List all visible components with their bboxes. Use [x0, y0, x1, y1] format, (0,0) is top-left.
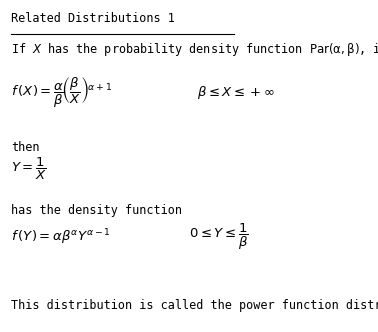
Text: $Y=\dfrac{1}{X}$: $Y=\dfrac{1}{X}$ — [11, 156, 47, 182]
Text: Related Distributions 1: Related Distributions 1 — [11, 12, 175, 25]
Text: $f\,(Y)=\alpha\beta^{\alpha}Y^{\alpha-1}$: $f\,(Y)=\alpha\beta^{\alpha}Y^{\alpha-1}… — [11, 227, 111, 247]
Text: then: then — [11, 141, 40, 154]
Text: If $X$ has the probability density function $\rm Par(\alpha,\beta)$, i.e.: If $X$ has the probability density funct… — [11, 42, 378, 58]
Text: $\beta \leq X \leq +\infty$: $\beta \leq X \leq +\infty$ — [197, 84, 274, 102]
Text: This distribution is called the power function distribution.: This distribution is called the power fu… — [11, 299, 378, 312]
Text: $f\,(X)=\dfrac{\alpha}{\beta}\!\left(\dfrac{\beta}{X}\right)^{\!\alpha+1}$: $f\,(X)=\dfrac{\alpha}{\beta}\!\left(\df… — [11, 76, 112, 110]
Text: has the density function: has the density function — [11, 204, 182, 217]
Text: $0 \leq Y \leq \dfrac{1}{\beta}$: $0 \leq Y \leq \dfrac{1}{\beta}$ — [189, 222, 248, 252]
